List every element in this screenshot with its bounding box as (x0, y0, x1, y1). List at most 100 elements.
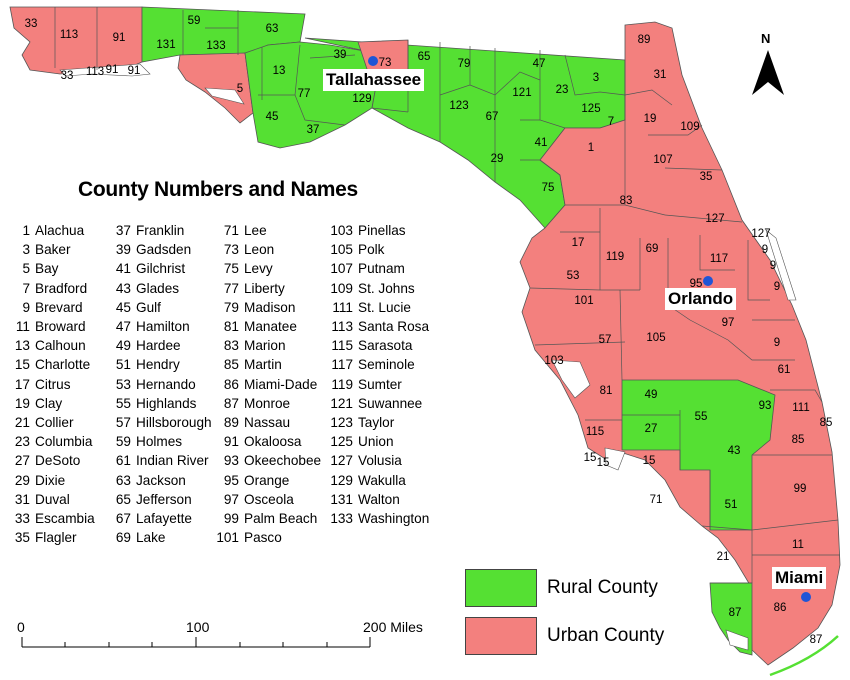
county-name: Manatee (244, 319, 297, 335)
county-label: 127 (751, 228, 770, 240)
county-number: 86 (223, 376, 239, 392)
county-name: Baker (35, 242, 71, 258)
county-label: 11 (792, 539, 804, 551)
county-list-item: 21 Collier (4, 413, 95, 432)
county-label: 59 (188, 15, 201, 27)
county-label: 77 (298, 88, 311, 100)
county-label: 123 (449, 100, 468, 112)
county-label: 53 (567, 270, 580, 282)
county-number: 55 (115, 395, 131, 411)
county-number: 49 (115, 338, 131, 354)
county-name: Hillsborough (136, 415, 212, 431)
county-label: 27 (645, 423, 658, 435)
county-label: 49 (645, 389, 658, 401)
county-list-item: 71 Lee (213, 221, 321, 240)
county-name: Volusia (358, 453, 402, 469)
county-number: 61 (115, 453, 131, 469)
city-label-orlando: Orlando (665, 288, 737, 310)
county-list-item: 49 Hardee (107, 336, 212, 355)
county-list-item: 67 Lafayette (107, 509, 212, 528)
county-list-item: 59 Holmes (107, 432, 212, 451)
county-list-item: 103 Pinellas (320, 221, 429, 240)
city-label-tallahassee: Tallahassee (323, 69, 425, 91)
county-name: Gadsden (136, 242, 192, 258)
county-number: 107 (330, 261, 353, 277)
county-name: Hardee (136, 338, 181, 354)
county-number: 29 (14, 472, 30, 488)
county-number: 59 (115, 434, 131, 450)
county-label: 45 (266, 111, 279, 123)
county-list-item: 65 Jefferson (107, 490, 212, 509)
county-name: DeSoto (35, 453, 81, 469)
city-label-miami: Miami (772, 567, 827, 589)
county-number: 73 (223, 242, 239, 258)
county-list-item: 123 Taylor (320, 413, 429, 432)
county-label: 33 (25, 18, 38, 30)
county-list-item: 75 Levy (213, 259, 321, 278)
county-list-item: 15 Charlotte (4, 355, 95, 374)
county-name: Walton (358, 491, 400, 507)
county-list-item: 17 Citrus (4, 375, 95, 394)
county-label: 101 (574, 295, 593, 307)
county-name: Miami-Dade (244, 376, 318, 392)
county-name: Gilchrist (136, 261, 186, 277)
county-name: Wakulla (358, 472, 406, 488)
county-label: 103 (544, 355, 563, 367)
county-name: Jackson (136, 472, 186, 488)
county-name: Santa Rosa (358, 319, 430, 335)
county-name: Union (358, 434, 394, 450)
county-name: Nassau (244, 415, 291, 431)
county-label: 97 (722, 317, 735, 329)
county-number: 81 (223, 319, 239, 335)
county-name: Franklin (136, 223, 185, 238)
county-name: Bradford (35, 280, 88, 296)
county-label: 86 (774, 602, 787, 614)
county-number: 89 (223, 415, 239, 431)
scale-label-zero: 0 (17, 619, 25, 635)
county-number: 93 (223, 453, 239, 469)
county-number: 39 (115, 242, 131, 258)
county-label: 91 (106, 64, 119, 76)
county-label: 113 (86, 66, 104, 78)
county-number: 71 (223, 223, 239, 238)
water-charlotte-harbor (604, 447, 626, 471)
county-list-item: 133 Washington (320, 509, 429, 528)
county-label: 19 (644, 113, 657, 125)
water-choctawhatchee (204, 87, 245, 105)
county-label: 55 (695, 411, 708, 423)
county-name: Citrus (35, 376, 71, 392)
county-number: 9 (22, 299, 30, 315)
county-number: 119 (331, 376, 353, 392)
county-label: 37 (307, 124, 320, 136)
county-label: 93 (759, 400, 772, 412)
county-label: 33 (61, 70, 74, 82)
county-list-item: 19 Clay (4, 394, 95, 413)
county-label: 9 (762, 244, 768, 256)
county-list-item: 73 Leon (213, 240, 321, 259)
county-number: 115 (331, 338, 353, 354)
county-number: 65 (115, 491, 131, 507)
county-name: Holmes (136, 434, 183, 450)
county-label: 91 (128, 65, 141, 77)
county-number: 69 (115, 530, 131, 546)
county-name: Pasco (244, 530, 282, 546)
county-label: 87 (810, 634, 823, 646)
county-name: Okaloosa (244, 434, 302, 450)
county-list-item: 55 Highlands (107, 394, 212, 413)
county-name: Columbia (35, 434, 93, 450)
water-tampa-bay (551, 359, 591, 399)
county-number: 1 (22, 223, 30, 238)
county-name: Clay (35, 395, 63, 411)
county-list-column-4: 103 Pinellas 105 Polk 107 Putnam 109 St. Johns 1… (320, 221, 429, 528)
rural-county-label: Rural County (547, 577, 658, 598)
county-list-item: 109 St. Johns (320, 279, 429, 298)
county-number: 99 (223, 511, 239, 527)
county-list-item: 77 Liberty (213, 279, 321, 298)
water-indian-river (765, 229, 797, 301)
county-label: 21 (717, 551, 730, 563)
county-label: 91 (113, 32, 126, 44)
north-arrow-icon (752, 50, 784, 95)
county-name: Gulf (136, 299, 161, 315)
county-name: Indian River (136, 453, 209, 469)
county-list-item: 91 Okaloosa (213, 432, 321, 451)
